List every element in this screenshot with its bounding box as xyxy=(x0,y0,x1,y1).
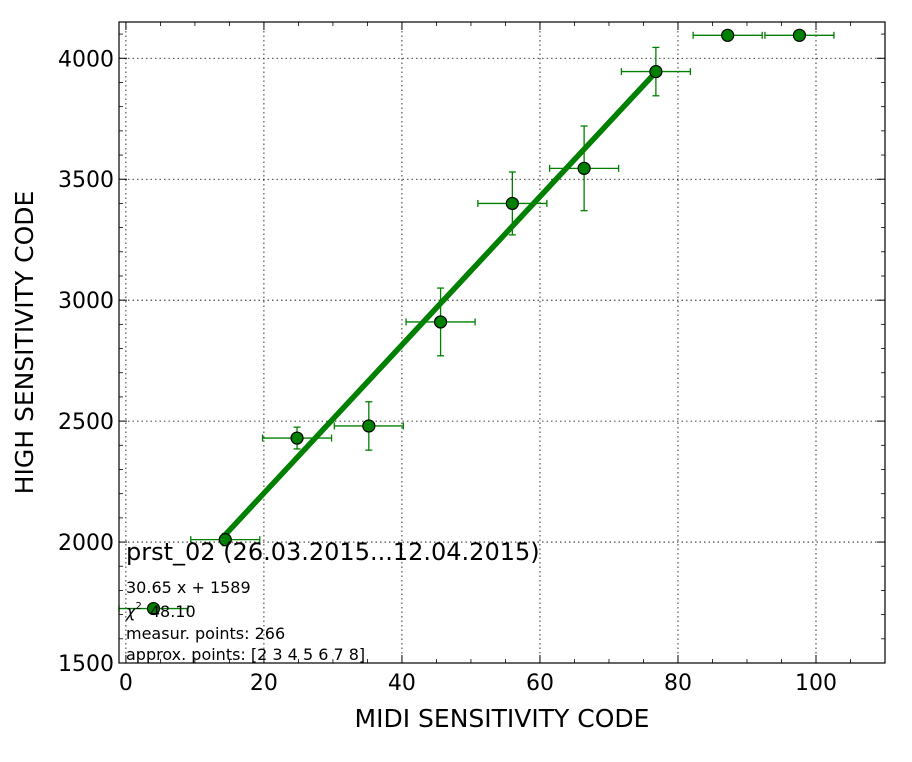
data-point xyxy=(290,431,304,445)
data-point-group xyxy=(190,532,261,547)
y-axis-label: HIGH SENSITIVITY CODE xyxy=(10,191,39,495)
data-point xyxy=(218,533,232,547)
y-tick-label: 1500 xyxy=(58,652,114,677)
x-tick-label: 20 xyxy=(250,671,278,696)
chi-value: 48.10 xyxy=(150,602,196,621)
chi-symbol: χ xyxy=(125,602,136,621)
data-point-group xyxy=(477,171,548,236)
data-point-group xyxy=(333,401,404,451)
y-tick-label: 3500 xyxy=(58,168,114,193)
data-point-group xyxy=(261,426,333,450)
x-tick-label: 80 xyxy=(664,671,692,696)
data-point-group xyxy=(620,46,692,97)
data-point xyxy=(433,315,448,329)
data-points-layer xyxy=(118,28,835,616)
data-point-group xyxy=(548,125,620,212)
data-point xyxy=(146,601,161,616)
data-point-group xyxy=(118,601,189,616)
data-point-group xyxy=(764,28,835,42)
y-tick-label: 2000 xyxy=(58,531,114,556)
x-tick-label: 60 xyxy=(526,671,554,696)
annotation-chi-square: χ2 48.10 xyxy=(125,601,196,621)
x-axis-label: MIDI SENSITIVITY CODE xyxy=(355,704,650,733)
annotations: prst_02 (26.03.2015...12.04.2015) 30.65 … xyxy=(125,538,540,664)
x-tick-label: 100 xyxy=(795,671,837,696)
data-point xyxy=(649,64,663,79)
data-point-group xyxy=(405,287,476,357)
chi-superscript: 2 xyxy=(135,601,141,612)
x-tick-label: 0 xyxy=(119,671,133,696)
annotation-measur-points: measur. points: 266 xyxy=(126,624,285,643)
axis-ticks xyxy=(119,22,886,664)
data-point-group xyxy=(692,28,763,42)
data-point xyxy=(362,419,376,433)
tick-labels: 0 20 40 60 80 100 1500 2000 2500 3000 3500 4000 xyxy=(58,47,837,696)
annotation-title: prst_02 (26.03.2015...12.04.2015) xyxy=(126,538,540,566)
data-point xyxy=(721,28,735,42)
x-tick-label: 40 xyxy=(388,671,416,696)
y-tick-label: 4000 xyxy=(58,47,114,72)
data-point xyxy=(792,28,807,42)
data-point xyxy=(505,196,519,211)
data-point xyxy=(577,161,591,175)
grid xyxy=(119,22,885,663)
annotation-equation: 30.65 x + 1589 xyxy=(126,578,251,597)
annotation-approx-points: approx. points: [2 3 4 5 6 7 8] xyxy=(126,645,365,664)
y-tick-label: 3000 xyxy=(58,289,114,314)
plot-frame xyxy=(118,21,886,664)
y-tick-label: 2500 xyxy=(58,410,114,435)
